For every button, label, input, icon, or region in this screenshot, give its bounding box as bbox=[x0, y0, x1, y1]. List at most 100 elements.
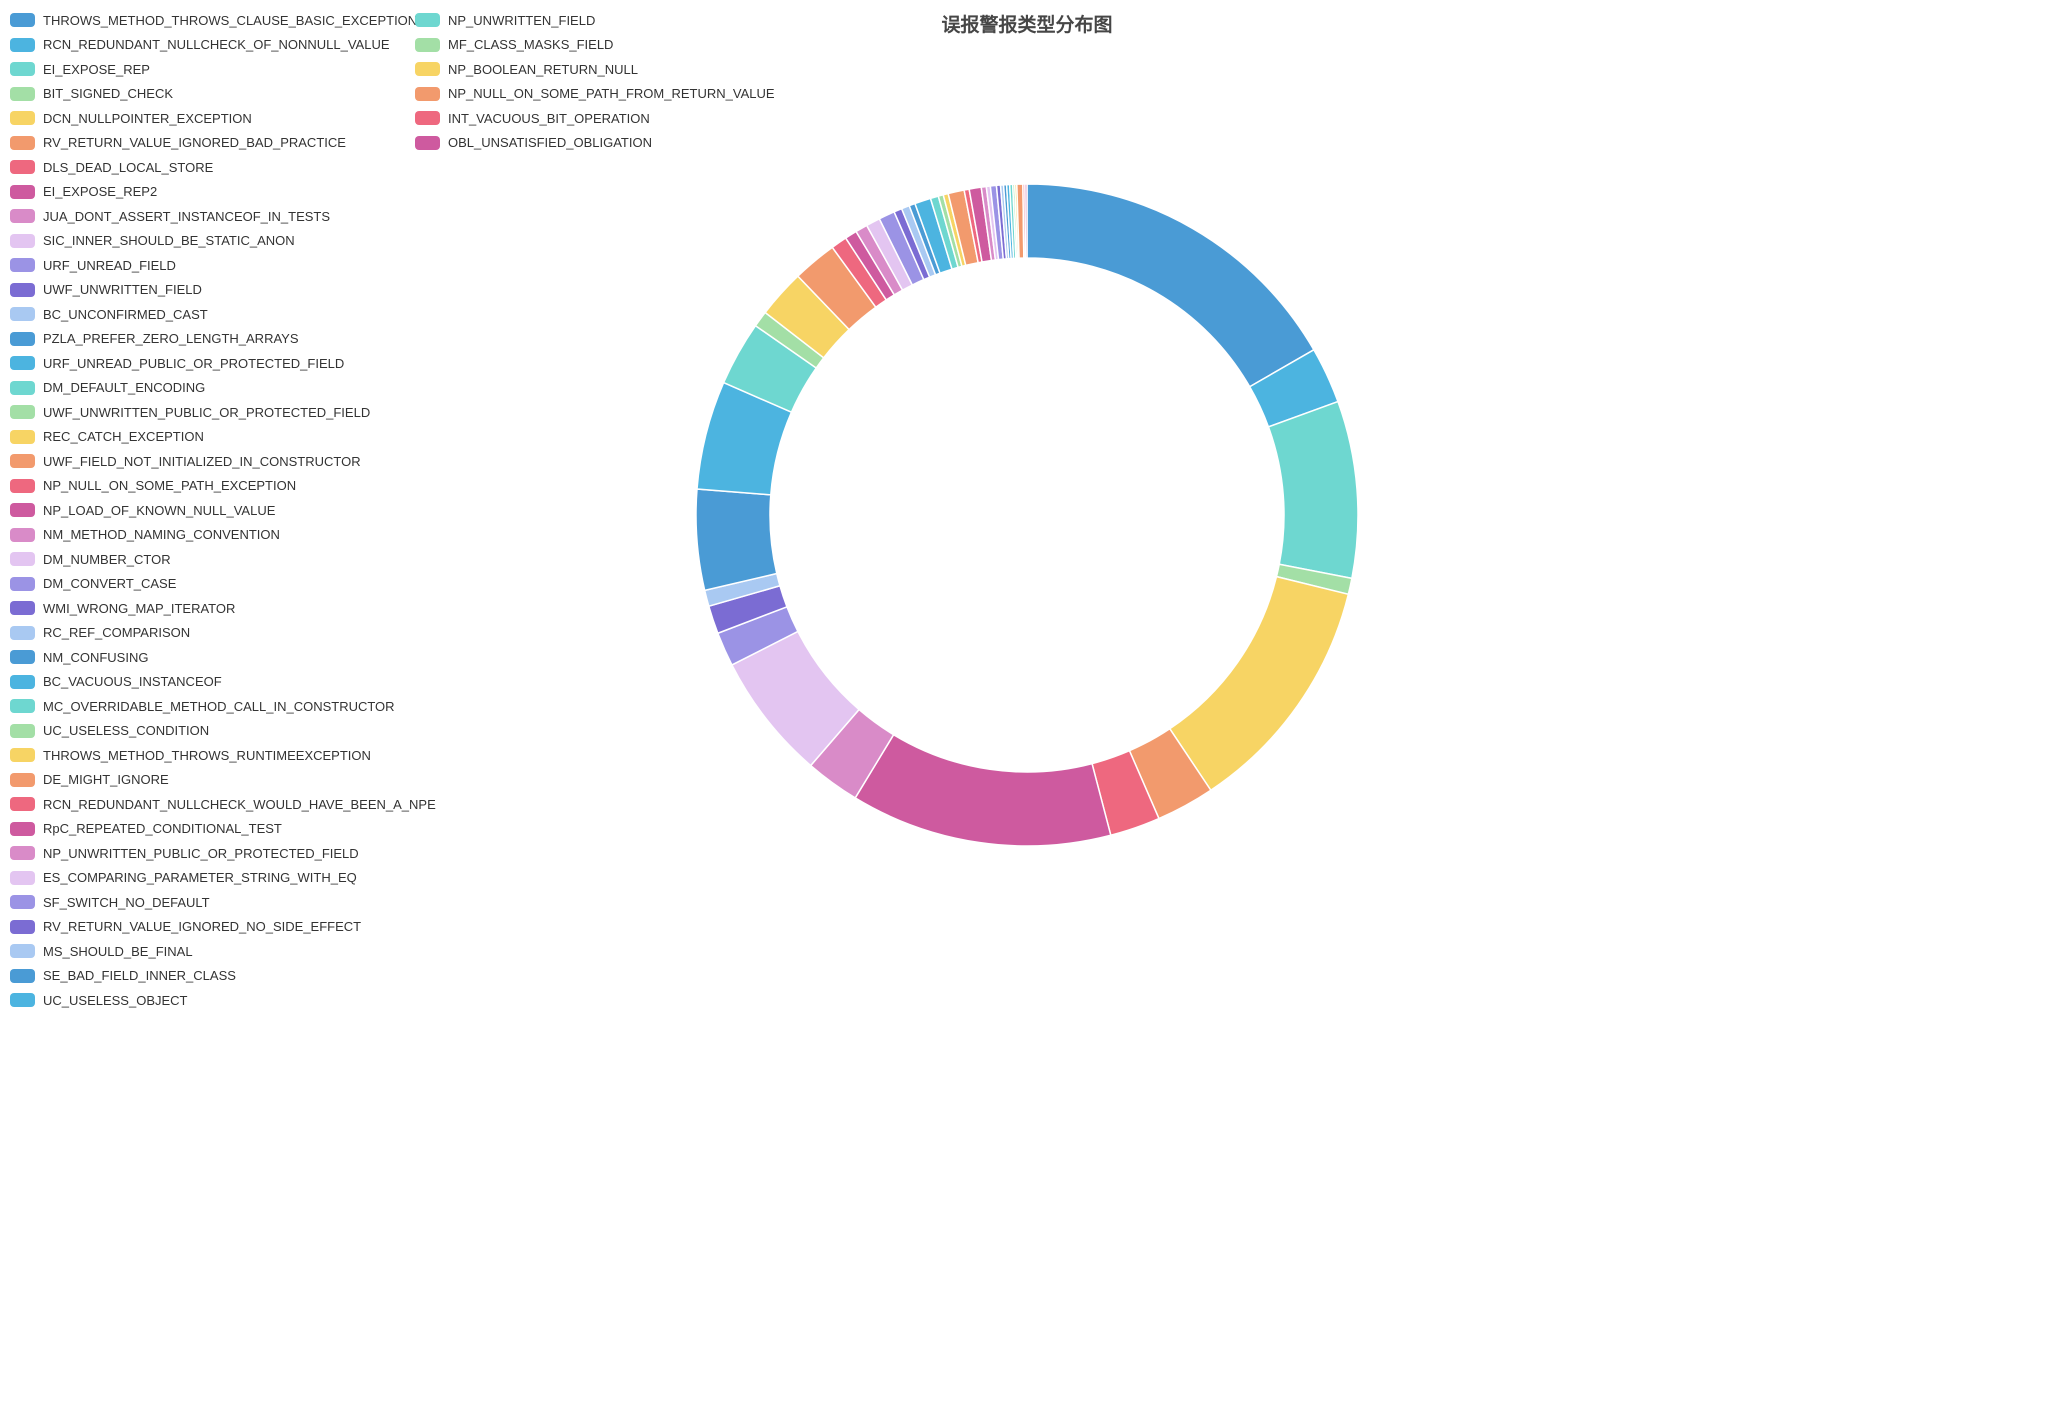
legend-item-REC_CATCH_EXCEPTION[interactable]: REC_CATCH_EXCEPTION bbox=[10, 425, 436, 450]
legend-item-UC_USELESS_OBJECT[interactable]: UC_USELESS_OBJECT bbox=[10, 988, 436, 1013]
legend-label: BC_VACUOUS_INSTANCEOF bbox=[43, 674, 222, 690]
legend-label: BC_UNCONFIRMED_CAST bbox=[43, 306, 208, 322]
legend-swatch-icon bbox=[10, 846, 35, 861]
legend-item-THROWS_METHOD_THROWS_RUNTIMEEXCEPTION[interactable]: THROWS_METHOD_THROWS_RUNTIMEEXCEPTION bbox=[10, 743, 436, 768]
legend-item-OBL_UNSATISFIED_OBLIGATION[interactable]: OBL_UNSATISFIED_OBLIGATION bbox=[415, 131, 775, 156]
legend-item-URF_UNREAD_FIELD[interactable]: URF_UNREAD_FIELD bbox=[10, 253, 436, 278]
legend-swatch-icon bbox=[10, 723, 35, 738]
legend-swatch-icon bbox=[10, 870, 35, 885]
legend-label: NP_LOAD_OF_KNOWN_NULL_VALUE bbox=[43, 502, 276, 518]
legend-item-UWF_FIELD_NOT_INITIALIZED_IN_CONSTRUCTOR[interactable]: UWF_FIELD_NOT_INITIALIZED_IN_CONSTRUCTOR bbox=[10, 449, 436, 474]
pie-slice-OBL_UNSATISFIED_OBLIGATION[interactable] bbox=[1024, 183, 1028, 259]
legend-label: DM_CONVERT_CASE bbox=[43, 576, 177, 592]
legend-item-BC_UNCONFIRMED_CAST[interactable]: BC_UNCONFIRMED_CAST bbox=[10, 302, 436, 327]
legend-item-RV_RETURN_VALUE_IGNORED_NO_SIDE_EFFECT[interactable]: RV_RETURN_VALUE_IGNORED_NO_SIDE_EFFECT bbox=[10, 915, 436, 940]
legend-item-DE_MIGHT_IGNORE[interactable]: DE_MIGHT_IGNORE bbox=[10, 768, 436, 793]
legend-item-DLS_DEAD_LOCAL_STORE[interactable]: DLS_DEAD_LOCAL_STORE bbox=[10, 155, 436, 180]
legend-swatch-icon bbox=[415, 86, 440, 101]
legend-swatch-icon bbox=[10, 209, 35, 224]
legend-item-RV_RETURN_VALUE_IGNORED_BAD_PRACTICE[interactable]: RV_RETURN_VALUE_IGNORED_BAD_PRACTICE bbox=[10, 131, 436, 156]
legend-swatch-icon bbox=[10, 944, 35, 959]
legend-swatch-icon bbox=[10, 674, 35, 689]
legend-label: UC_USELESS_OBJECT bbox=[43, 992, 188, 1008]
legend-swatch-icon bbox=[10, 478, 35, 493]
pie-slice-EI_EXPOSE_REP2[interactable] bbox=[854, 733, 1112, 847]
legend-swatch-icon bbox=[10, 405, 35, 420]
legend-swatch-icon bbox=[10, 503, 35, 518]
legend-item-WMI_WRONG_MAP_ITERATOR[interactable]: WMI_WRONG_MAP_ITERATOR bbox=[10, 596, 436, 621]
legend-item-BC_VACUOUS_INSTANCEOF[interactable]: BC_VACUOUS_INSTANCEOF bbox=[10, 670, 436, 695]
legend-swatch-icon bbox=[415, 37, 440, 52]
legend-item-MC_OVERRIDABLE_METHOD_CALL_IN_CONSTRUCTOR[interactable]: MC_OVERRIDABLE_METHOD_CALL_IN_CONSTRUCTO… bbox=[10, 694, 436, 719]
pie-slice-DCN_NULLPOINTER_EXCEPTION[interactable] bbox=[1168, 575, 1350, 792]
legend-item-URF_UNREAD_PUBLIC_OR_PROTECTED_FIELD[interactable]: URF_UNREAD_PUBLIC_OR_PROTECTED_FIELD bbox=[10, 351, 436, 376]
legend-item-DM_DEFAULT_ENCODING[interactable]: DM_DEFAULT_ENCODING bbox=[10, 376, 436, 401]
legend-item-NP_NULL_ON_SOME_PATH_EXCEPTION[interactable]: NP_NULL_ON_SOME_PATH_EXCEPTION bbox=[10, 474, 436, 499]
legend-item-SE_BAD_FIELD_INNER_CLASS[interactable]: SE_BAD_FIELD_INNER_CLASS bbox=[10, 964, 436, 989]
legend-item-ES_COMPARING_PARAMETER_STRING_WITH_EQ[interactable]: ES_COMPARING_PARAMETER_STRING_WITH_EQ bbox=[10, 866, 436, 891]
pie-slice-EI_EXPOSE_REP[interactable] bbox=[1267, 400, 1359, 580]
legend-item-DCN_NULLPOINTER_EXCEPTION[interactable]: DCN_NULLPOINTER_EXCEPTION bbox=[10, 106, 436, 131]
legend-item-NP_UNWRITTEN_PUBLIC_OR_PROTECTED_FIELD[interactable]: NP_UNWRITTEN_PUBLIC_OR_PROTECTED_FIELD bbox=[10, 841, 436, 866]
legend-item-UC_USELESS_CONDITION[interactable]: UC_USELESS_CONDITION bbox=[10, 719, 436, 744]
legend-item-DM_NUMBER_CTOR[interactable]: DM_NUMBER_CTOR bbox=[10, 547, 436, 572]
legend-item-UWF_UNWRITTEN_FIELD[interactable]: UWF_UNWRITTEN_FIELD bbox=[10, 278, 436, 303]
legend-column-2: NP_UNWRITTEN_FIELD MF_CLASS_MASKS_FIELD … bbox=[415, 8, 775, 155]
legend-item-NP_UNWRITTEN_FIELD[interactable]: NP_UNWRITTEN_FIELD bbox=[415, 8, 775, 33]
legend-item-EI_EXPOSE_REP2[interactable]: EI_EXPOSE_REP2 bbox=[10, 180, 436, 205]
legend-item-PZLA_PREFER_ZERO_LENGTH_ARRAYS[interactable]: PZLA_PREFER_ZERO_LENGTH_ARRAYS bbox=[10, 327, 436, 352]
legend-swatch-icon bbox=[10, 625, 35, 640]
legend-label: RV_RETURN_VALUE_IGNORED_BAD_PRACTICE bbox=[43, 135, 346, 151]
legend-label: NM_METHOD_NAMING_CONVENTION bbox=[43, 527, 280, 543]
legend-item-NM_CONFUSING[interactable]: NM_CONFUSING bbox=[10, 645, 436, 670]
legend-item-RCN_REDUNDANT_NULLCHECK_OF_NONNULL_VALUE[interactable]: RCN_REDUNDANT_NULLCHECK_OF_NONNULL_VALUE bbox=[10, 33, 436, 58]
legend-item-MF_CLASS_MASKS_FIELD[interactable]: MF_CLASS_MASKS_FIELD bbox=[415, 33, 775, 58]
legend-label: REC_CATCH_EXCEPTION bbox=[43, 429, 204, 445]
legend-swatch-icon bbox=[10, 184, 35, 199]
legend-item-DM_CONVERT_CASE[interactable]: DM_CONVERT_CASE bbox=[10, 572, 436, 597]
legend-label: DE_MIGHT_IGNORE bbox=[43, 772, 169, 788]
legend-swatch-icon bbox=[415, 13, 440, 28]
legend-swatch-icon bbox=[10, 772, 35, 787]
legend-label: RpC_REPEATED_CONDITIONAL_TEST bbox=[43, 821, 282, 837]
legend-item-NM_METHOD_NAMING_CONVENTION[interactable]: NM_METHOD_NAMING_CONVENTION bbox=[10, 523, 436, 548]
legend-label: BIT_SIGNED_CHECK bbox=[43, 86, 174, 102]
legend-item-RCN_REDUNDANT_NULLCHECK_WOULD_HAVE_BEEN_A_NPE[interactable]: RCN_REDUNDANT_NULLCHECK_WOULD_HAVE_BEEN_… bbox=[10, 792, 436, 817]
legend-item-NP_LOAD_OF_KNOWN_NULL_VALUE[interactable]: NP_LOAD_OF_KNOWN_NULL_VALUE bbox=[10, 498, 436, 523]
legend-swatch-icon bbox=[10, 895, 35, 910]
legend-swatch-icon bbox=[10, 307, 35, 322]
legend-swatch-icon bbox=[10, 160, 35, 175]
legend-item-RpC_REPEATED_CONDITIONAL_TEST[interactable]: RpC_REPEATED_CONDITIONAL_TEST bbox=[10, 817, 436, 842]
legend-item-THROWS_METHOD_THROWS_CLAUSE_BASIC_EXCEPTION[interactable]: THROWS_METHOD_THROWS_CLAUSE_BASIC_EXCEPT… bbox=[10, 8, 436, 33]
donut-chart bbox=[695, 183, 1359, 847]
legend-label: DM_DEFAULT_ENCODING bbox=[43, 380, 206, 396]
legend-swatch-icon bbox=[10, 699, 35, 714]
legend-item-UWF_UNWRITTEN_PUBLIC_OR_PROTECTED_FIELD[interactable]: UWF_UNWRITTEN_PUBLIC_OR_PROTECTED_FIELD bbox=[10, 400, 436, 425]
legend-swatch-icon bbox=[10, 576, 35, 591]
legend-swatch-icon bbox=[415, 62, 440, 77]
legend-item-MS_SHOULD_BE_FINAL[interactable]: MS_SHOULD_BE_FINAL bbox=[10, 939, 436, 964]
legend-item-BIT_SIGNED_CHECK[interactable]: BIT_SIGNED_CHECK bbox=[10, 82, 436, 107]
legend-item-NP_BOOLEAN_RETURN_NULL[interactable]: NP_BOOLEAN_RETURN_NULL bbox=[415, 57, 775, 82]
legend-item-INT_VACUOUS_BIT_OPERATION[interactable]: INT_VACUOUS_BIT_OPERATION bbox=[415, 106, 775, 131]
legend-swatch-icon bbox=[10, 601, 35, 616]
pie-slice-THROWS_METHOD_THROWS_CLAUSE_BASIC_EXCEPTION[interactable] bbox=[1026, 183, 1315, 388]
legend-label: DM_NUMBER_CTOR bbox=[43, 551, 171, 567]
legend-swatch-icon bbox=[10, 135, 35, 150]
legend-swatch-icon bbox=[10, 331, 35, 346]
legend-swatch-icon bbox=[10, 282, 35, 297]
legend-item-JUA_DONT_ASSERT_INSTANCEOF_IN_TESTS[interactable]: JUA_DONT_ASSERT_INSTANCEOF_IN_TESTS bbox=[10, 204, 436, 229]
legend-label: THROWS_METHOD_THROWS_CLAUSE_BASIC_EXCEPT… bbox=[43, 12, 418, 28]
legend-item-NP_NULL_ON_SOME_PATH_FROM_RETURN_VALUE[interactable]: NP_NULL_ON_SOME_PATH_FROM_RETURN_VALUE bbox=[415, 82, 775, 107]
legend-item-RC_REF_COMPARISON[interactable]: RC_REF_COMPARISON bbox=[10, 621, 436, 646]
legend-item-SF_SWITCH_NO_DEFAULT[interactable]: SF_SWITCH_NO_DEFAULT bbox=[10, 890, 436, 915]
legend-label: DLS_DEAD_LOCAL_STORE bbox=[43, 159, 214, 175]
legend-item-EI_EXPOSE_REP[interactable]: EI_EXPOSE_REP bbox=[10, 57, 436, 82]
pie-slice-PZLA_PREFER_ZERO_LENGTH_ARRAYS[interactable] bbox=[695, 488, 778, 592]
legend-label: NP_BOOLEAN_RETURN_NULL bbox=[448, 61, 639, 77]
legend-label: ES_COMPARING_PARAMETER_STRING_WITH_EQ bbox=[43, 870, 357, 886]
legend-item-SIC_INNER_SHOULD_BE_STATIC_ANON[interactable]: SIC_INNER_SHOULD_BE_STATIC_ANON bbox=[10, 229, 436, 254]
legend-label: THROWS_METHOD_THROWS_RUNTIMEEXCEPTION bbox=[43, 747, 371, 763]
legend-label: UC_USELESS_CONDITION bbox=[43, 723, 210, 739]
